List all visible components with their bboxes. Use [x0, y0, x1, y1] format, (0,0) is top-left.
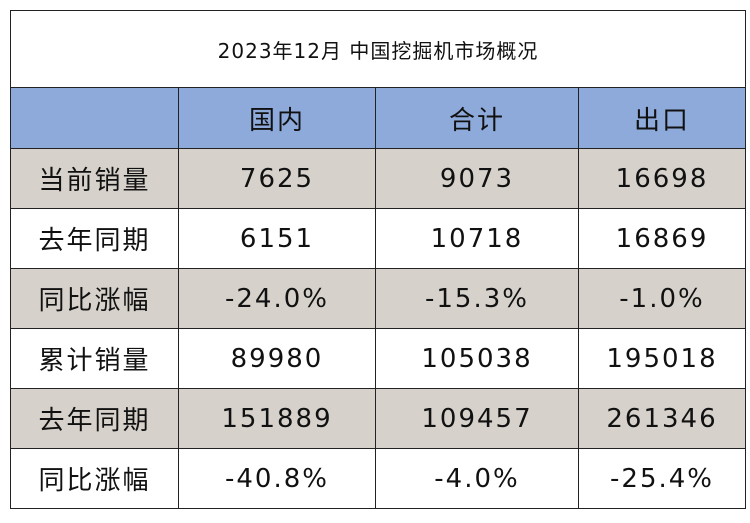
data-cell: -15.3% [375, 268, 579, 329]
header-corner [10, 87, 179, 149]
data-cell: 195018 [577, 328, 747, 389]
data-row: 同比涨幅 -40.8% -4.0% -25.4% [10, 448, 747, 509]
header-cell: 合计 [375, 87, 579, 149]
data-row: 去年同期 6151 10718 16869 [10, 208, 747, 269]
data-row: 去年同期 151889 109457 261346 [10, 388, 747, 449]
row-label: 同比涨幅 [10, 448, 179, 509]
data-cell: 151889 [178, 388, 376, 449]
row-label: 累计销量 [10, 328, 179, 389]
header-row: 国内 合计 出口 [10, 87, 747, 149]
data-cell: 6151 [178, 208, 376, 269]
data-row: 当前销量 7625 9073 16698 [10, 148, 747, 209]
data-cell: -40.8% [178, 448, 376, 509]
data-cell: 7625 [178, 148, 376, 209]
data-cell: -4.0% [375, 448, 579, 509]
data-row: 累计销量 89980 105038 195018 [10, 328, 747, 389]
data-cell: -1.0% [577, 268, 747, 329]
data-cell: 105038 [375, 328, 579, 389]
data-cell: 261346 [577, 388, 747, 449]
table-body: 2023年12月 中国挖掘机市场概况 国内 合计 出口 当前销量 7625 9073 16… [9, 10, 747, 509]
row-label: 同比涨幅 [10, 268, 179, 329]
title-row: 2023年12月 中国挖掘机市场概况 [9, 10, 747, 88]
data-cell: 9073 [375, 148, 579, 209]
data-cell: 16869 [577, 208, 747, 269]
row-label: 去年同期 [10, 388, 179, 449]
market-table: 2023年12月 中国挖掘机市场概况 国内 合计 出口 当前销量 7625 9073 16… [9, 10, 747, 509]
data-cell: 16698 [577, 148, 747, 209]
header-cell: 国内 [178, 87, 376, 149]
data-cell: 89980 [178, 328, 376, 389]
data-row: 同比涨幅 -24.0% -15.3% -1.0% [10, 268, 747, 329]
data-cell: -24.0% [178, 268, 376, 329]
data-cell: 10718 [375, 208, 579, 269]
data-cell: -25.4% [577, 448, 747, 509]
row-label: 去年同期 [10, 208, 179, 269]
data-cell: 109457 [375, 388, 579, 449]
header-cell: 出口 [577, 87, 747, 149]
table-title: 2023年12月 中国挖掘机市场概况 [9, 10, 747, 88]
row-label: 当前销量 [10, 148, 179, 209]
